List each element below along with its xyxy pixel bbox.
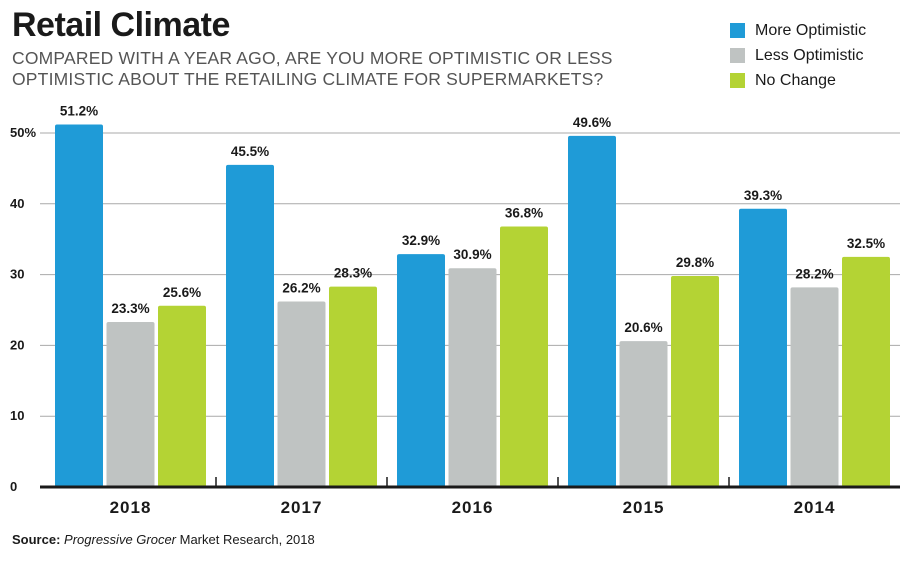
source-rest: Market Research, 2018 xyxy=(176,532,315,547)
legend-item-no-change: No Change xyxy=(730,68,866,93)
legend-swatch-no-change xyxy=(730,73,745,88)
bar-no-change-2016 xyxy=(500,226,548,487)
source-note: Source: Progressive Grocer Market Resear… xyxy=(12,532,315,547)
legend-label-less-optimistic: Less Optimistic xyxy=(755,46,864,64)
data-label-less-optimistic-2014: 28.2% xyxy=(795,266,833,281)
bar-more-optimistic-2016 xyxy=(397,254,445,487)
bar-more-optimistic-2014 xyxy=(739,208,787,488)
x-tick-label-2017: 2017 xyxy=(281,498,323,517)
data-label-more-optimistic-2014: 39.3% xyxy=(744,188,782,203)
y-tick-label-40: 40 xyxy=(10,196,24,211)
bar-less-optimistic-2015 xyxy=(619,341,668,487)
x-tick-label-2018: 2018 xyxy=(110,498,152,517)
data-label-less-optimistic-2017: 26.2% xyxy=(282,281,320,296)
x-tick-label-2015: 2015 xyxy=(623,498,665,517)
y-tick-label-30: 30 xyxy=(10,267,24,282)
bar-more-optimistic-2018 xyxy=(55,124,103,487)
legend-item-more-optimistic: More Optimistic xyxy=(730,18,866,43)
bar-less-optimistic-2014 xyxy=(790,287,839,487)
data-label-more-optimistic-2016: 32.9% xyxy=(402,233,440,248)
x-axis: 2018 2017 2016 2015 2014 xyxy=(40,477,900,517)
y-tick-label-10: 10 xyxy=(10,408,24,423)
legend-swatch-more-optimistic xyxy=(730,23,745,38)
legend: More Optimistic Less Optimistic No Chang… xyxy=(730,18,866,93)
legend-label-no-change: No Change xyxy=(755,71,836,89)
data-label-no-change-2015: 29.8% xyxy=(676,255,714,270)
data-label-more-optimistic-2018: 51.2% xyxy=(60,104,98,119)
source-publication: Progressive Grocer xyxy=(64,532,177,547)
y-tick-label-50: 50% xyxy=(10,125,36,140)
legend-item-less-optimistic: Less Optimistic xyxy=(730,43,866,68)
bar-less-optimistic-2017 xyxy=(277,301,326,487)
legend-swatch-less-optimistic xyxy=(730,48,745,63)
bar-less-optimistic-2018 xyxy=(106,322,155,487)
chart-subtitle: COMPARED WITH A YEAR AGO, ARE YOU MORE O… xyxy=(12,48,613,89)
bar-no-change-2017 xyxy=(329,286,377,487)
y-tick-label-0: 0 xyxy=(10,479,17,494)
chart-title: Retail Climate xyxy=(12,6,230,44)
bar-more-optimistic-2015 xyxy=(568,135,616,487)
data-label-no-change-2016: 36.8% xyxy=(505,205,543,220)
data-label-less-optimistic-2018: 23.3% xyxy=(111,301,149,316)
x-tick-label-2016: 2016 xyxy=(452,498,494,517)
x-tick-label-2014: 2014 xyxy=(794,498,836,517)
legend-label-more-optimistic: More Optimistic xyxy=(755,21,867,39)
data-labels: 51.2% 23.3% 25.6% 45.5% 26.2% 28.3% 32.9% 30.9%… xyxy=(60,104,885,336)
bar-less-optimistic-2016 xyxy=(448,268,497,487)
data-label-less-optimistic-2016: 30.9% xyxy=(453,247,491,262)
y-axis-ticks: 0 10 20 30 40 50% xyxy=(10,125,36,494)
data-label-no-change-2017: 28.3% xyxy=(334,266,372,281)
data-label-more-optimistic-2015: 49.6% xyxy=(573,115,611,130)
data-label-less-optimistic-2015: 20.6% xyxy=(624,320,662,335)
y-tick-label-20: 20 xyxy=(10,337,24,352)
source-label: Source: xyxy=(12,532,61,547)
data-label-more-optimistic-2017: 45.5% xyxy=(231,144,269,159)
bar-no-change-2014 xyxy=(842,256,890,487)
data-label-no-change-2014: 32.5% xyxy=(847,236,885,251)
bar-no-change-2015 xyxy=(671,276,719,487)
data-label-no-change-2018: 25.6% xyxy=(163,285,201,300)
bars xyxy=(55,124,890,488)
bar-no-change-2018 xyxy=(158,305,206,487)
bar-more-optimistic-2017 xyxy=(226,164,274,488)
